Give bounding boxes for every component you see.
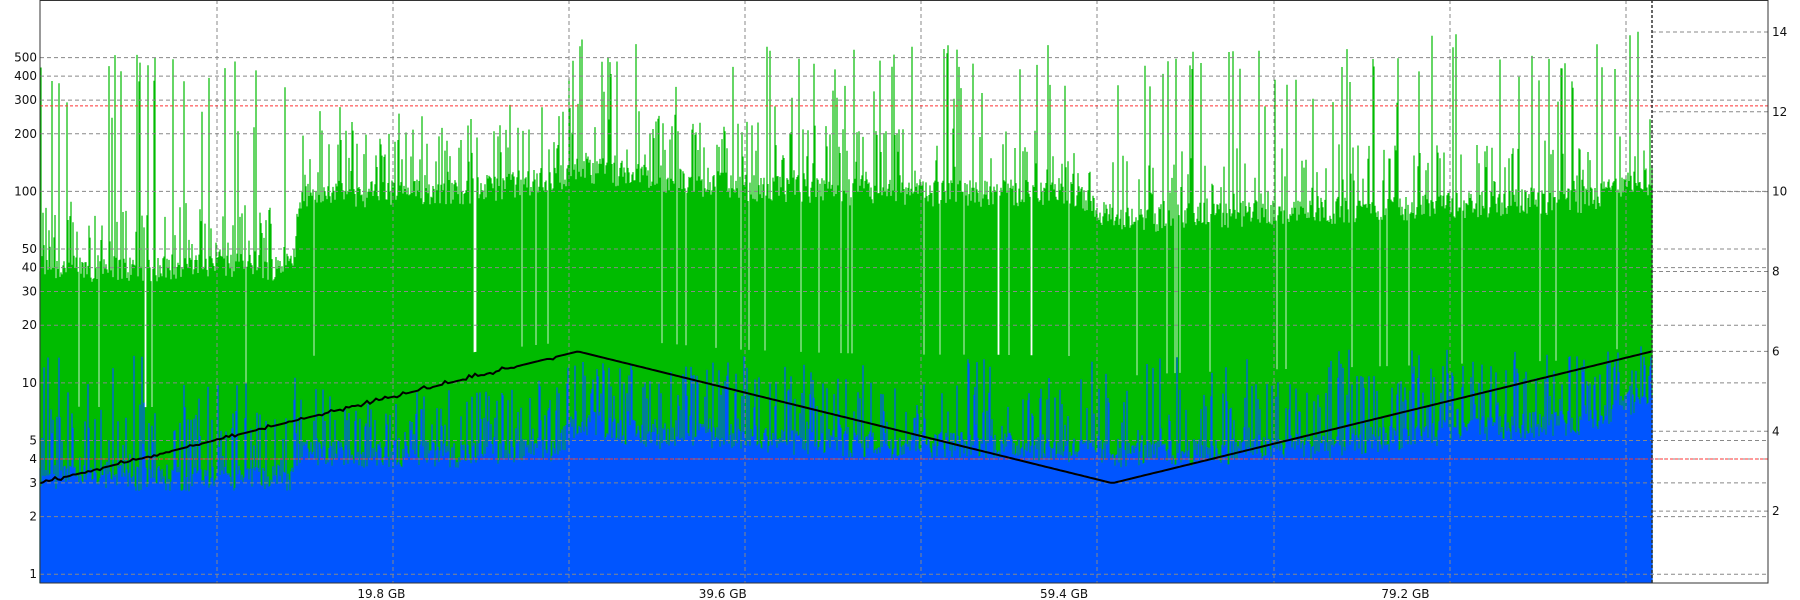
left-tick-label: 4 <box>29 452 37 466</box>
right-tick-label: 14 <box>1772 25 1787 39</box>
left-tick-label: 300 <box>14 93 37 107</box>
x-tick-label: 59.4 GB <box>1040 587 1088 600</box>
right-tick-label: 12 <box>1772 105 1787 119</box>
frame-layer <box>39 0 1769 584</box>
right-tick-label: 2 <box>1772 504 1780 518</box>
left-tick-label: 100 <box>14 184 37 198</box>
left-tick-label: 40 <box>22 261 37 275</box>
left-tick-label: 30 <box>22 285 37 299</box>
grid-layer <box>40 0 1768 583</box>
left-tick-label: 10 <box>22 376 37 390</box>
plot-frame <box>39 0 1769 584</box>
right-tick-label: 8 <box>1772 265 1780 279</box>
left-tick-label: 5 <box>29 433 37 447</box>
x-tick-label: 79.2 GB <box>1381 587 1429 600</box>
left-tick-label: 1 <box>29 567 37 581</box>
left-tick-label: 400 <box>14 69 37 83</box>
left-tick-label: 200 <box>14 127 37 141</box>
left-tick-label: 2 <box>29 510 37 524</box>
x-tick-label: 39.6 GB <box>699 587 747 600</box>
left-tick-label: 50 <box>22 242 37 256</box>
left-tick-label: 20 <box>22 318 37 332</box>
label-layer: 500 400 300 200 100 50 40 30 20 10 5 4 3 2 1 14 12 10 8 6 4 2… <box>14 25 1787 600</box>
right-tick-label: 6 <box>1772 344 1780 358</box>
left-tick-label: 3 <box>29 476 37 490</box>
left-tick-label: 500 <box>14 51 37 65</box>
right-tick-label: 4 <box>1772 424 1780 438</box>
right-tick-label: 10 <box>1772 185 1787 199</box>
x-tick-label: 19.8 GB <box>357 587 405 600</box>
line-layer <box>39 350 1653 485</box>
series-black-line <box>39 350 1653 485</box>
